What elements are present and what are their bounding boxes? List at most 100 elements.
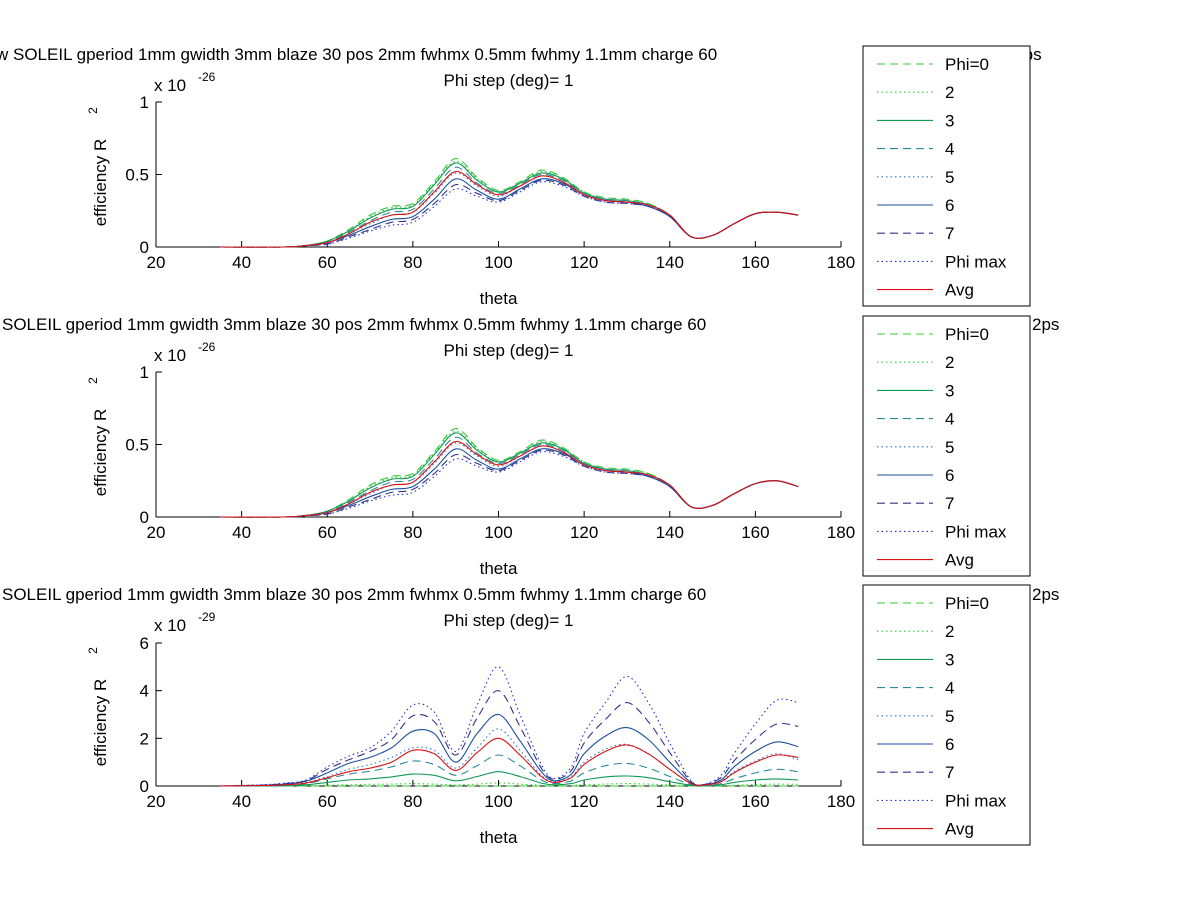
y-tick-label: 6 — [140, 634, 149, 653]
legend: Phi=0 2 3 4 5 6 7 Phi max Avg — [862, 584, 1031, 846]
exponent-label: x 10 — [154, 346, 186, 365]
legend-label: 2 — [945, 83, 954, 102]
legend-label: 6 — [945, 735, 954, 754]
legend-label: 7 — [945, 763, 954, 782]
y-tick-label: 0 — [140, 238, 149, 257]
series-line-2 — [220, 782, 799, 787]
legend-label: Phi max — [945, 522, 1007, 541]
x-axis-label: theta — [480, 289, 518, 308]
legend-label: 2 — [945, 353, 954, 372]
legend-label: Phi max — [945, 791, 1007, 810]
legend-label: 7 — [945, 494, 954, 513]
exponent-superscript: -26 — [198, 340, 216, 354]
legend-box — [862, 45, 1031, 307]
legend-box — [862, 584, 1031, 846]
x-tick-label: 180 — [827, 523, 855, 542]
legend-label: Phi=0 — [945, 594, 989, 613]
x-tick-label: 20 — [147, 253, 166, 272]
series-line-4 — [220, 166, 799, 248]
x-tick-label: 100 — [484, 253, 512, 272]
x-tick-label: 40 — [232, 523, 251, 542]
chart-title: SOLEIL gperiod 1mm gwidth 3mm blaze 30 p… — [2, 585, 706, 604]
legend-label: Phi=0 — [945, 55, 989, 74]
x-tick-label: 60 — [318, 792, 337, 811]
x-axis-label: theta — [480, 559, 518, 578]
x-tick-label: 40 — [232, 792, 251, 811]
legend: Phi=0 2 3 4 5 6 7 Phi max Avg — [862, 45, 1031, 307]
chart-panel-2: SOLEIL gperiod 1mm gwidth 3mm blaze 30 p… — [2, 315, 1059, 578]
series-line-4 — [220, 754, 799, 787]
legend-label: 4 — [945, 410, 954, 429]
legend-label: 5 — [945, 707, 954, 726]
legend: Phi=0 2 3 4 5 6 7 Phi max Avg — [862, 315, 1031, 577]
series-line-7 — [220, 449, 799, 518]
x-tick-label: 140 — [656, 792, 684, 811]
series-line-9 — [220, 171, 799, 248]
legend-label: Avg — [945, 820, 974, 839]
x-tick-label: 20 — [147, 523, 166, 542]
legend-box — [862, 315, 1031, 577]
x-tick-label: 40 — [232, 253, 251, 272]
exponent-superscript: -26 — [198, 70, 216, 84]
chart-title-tail: 2ps — [1032, 585, 1059, 604]
series-line-3 — [220, 432, 799, 518]
x-tick-label: 80 — [403, 253, 422, 272]
series-line-1 — [220, 158, 799, 248]
x-axis-label: theta — [480, 828, 518, 847]
x-tick-label: 120 — [570, 253, 598, 272]
legend-label: Phi=0 — [945, 325, 989, 344]
y-axis-label: efficiency R — [91, 409, 110, 497]
chart-subtitle: Phi step (deg)= 1 — [444, 341, 574, 360]
legend-label: 3 — [945, 381, 954, 400]
y-tick-label: 1 — [140, 93, 149, 112]
y-axis-label-superscript: 2 — [86, 377, 100, 384]
y-tick-label: 1 — [140, 363, 149, 382]
x-tick-label: 160 — [741, 253, 769, 272]
chart-subtitle: Phi step (deg)= 1 — [444, 71, 574, 90]
series-line-2 — [220, 430, 799, 518]
x-tick-label: 120 — [570, 523, 598, 542]
y-tick-label: 2 — [140, 729, 149, 748]
chart-title-tail: 2ps — [1032, 315, 1059, 334]
x-tick-label: 180 — [827, 253, 855, 272]
series-line-4 — [220, 436, 799, 518]
x-tick-label: 100 — [484, 523, 512, 542]
legend-label: 3 — [945, 650, 954, 669]
exponent-label: x 10 — [154, 76, 186, 95]
chart-subtitle: Phi step (deg)= 1 — [444, 611, 574, 630]
chart-panel-3: SOLEIL gperiod 1mm gwidth 3mm blaze 30 p… — [2, 584, 1059, 847]
series-line-5 — [220, 728, 799, 787]
series-line-9 — [220, 441, 799, 518]
x-tick-label: 60 — [318, 253, 337, 272]
chart-panel-1: w SOLEIL gperiod 1mm gwidth 3mm blaze 30… — [0, 45, 1042, 308]
legend-label: 4 — [945, 679, 954, 698]
x-tick-label: 140 — [656, 523, 684, 542]
x-tick-label: 100 — [484, 792, 512, 811]
x-tick-label: 140 — [656, 253, 684, 272]
series-line-7 — [220, 179, 799, 248]
x-tick-label: 120 — [570, 792, 598, 811]
x-tick-label: 60 — [318, 523, 337, 542]
series-line-7 — [220, 690, 799, 787]
series-line-8 — [220, 666, 799, 787]
series-line-2 — [220, 160, 799, 248]
exponent-superscript: -29 — [198, 610, 216, 624]
x-tick-label: 80 — [403, 523, 422, 542]
x-tick-label: 20 — [147, 792, 166, 811]
series-line-3 — [220, 162, 799, 248]
x-tick-label: 160 — [741, 523, 769, 542]
y-axis-label: efficiency R — [91, 139, 110, 227]
series-line-6 — [220, 713, 799, 787]
x-tick-label: 80 — [403, 792, 422, 811]
y-axis-label-superscript: 2 — [86, 107, 100, 114]
y-axis-label-superscript: 2 — [86, 647, 100, 654]
legend-label: 2 — [945, 622, 954, 641]
y-tick-label: 0.5 — [125, 436, 149, 455]
series-line-1 — [220, 428, 799, 518]
legend-label: Phi max — [945, 252, 1007, 271]
y-tick-label: 4 — [140, 682, 149, 701]
series-line-9 — [220, 737, 799, 787]
chart-title: SOLEIL gperiod 1mm gwidth 3mm blaze 30 p… — [2, 315, 706, 334]
x-tick-label: 160 — [741, 792, 769, 811]
